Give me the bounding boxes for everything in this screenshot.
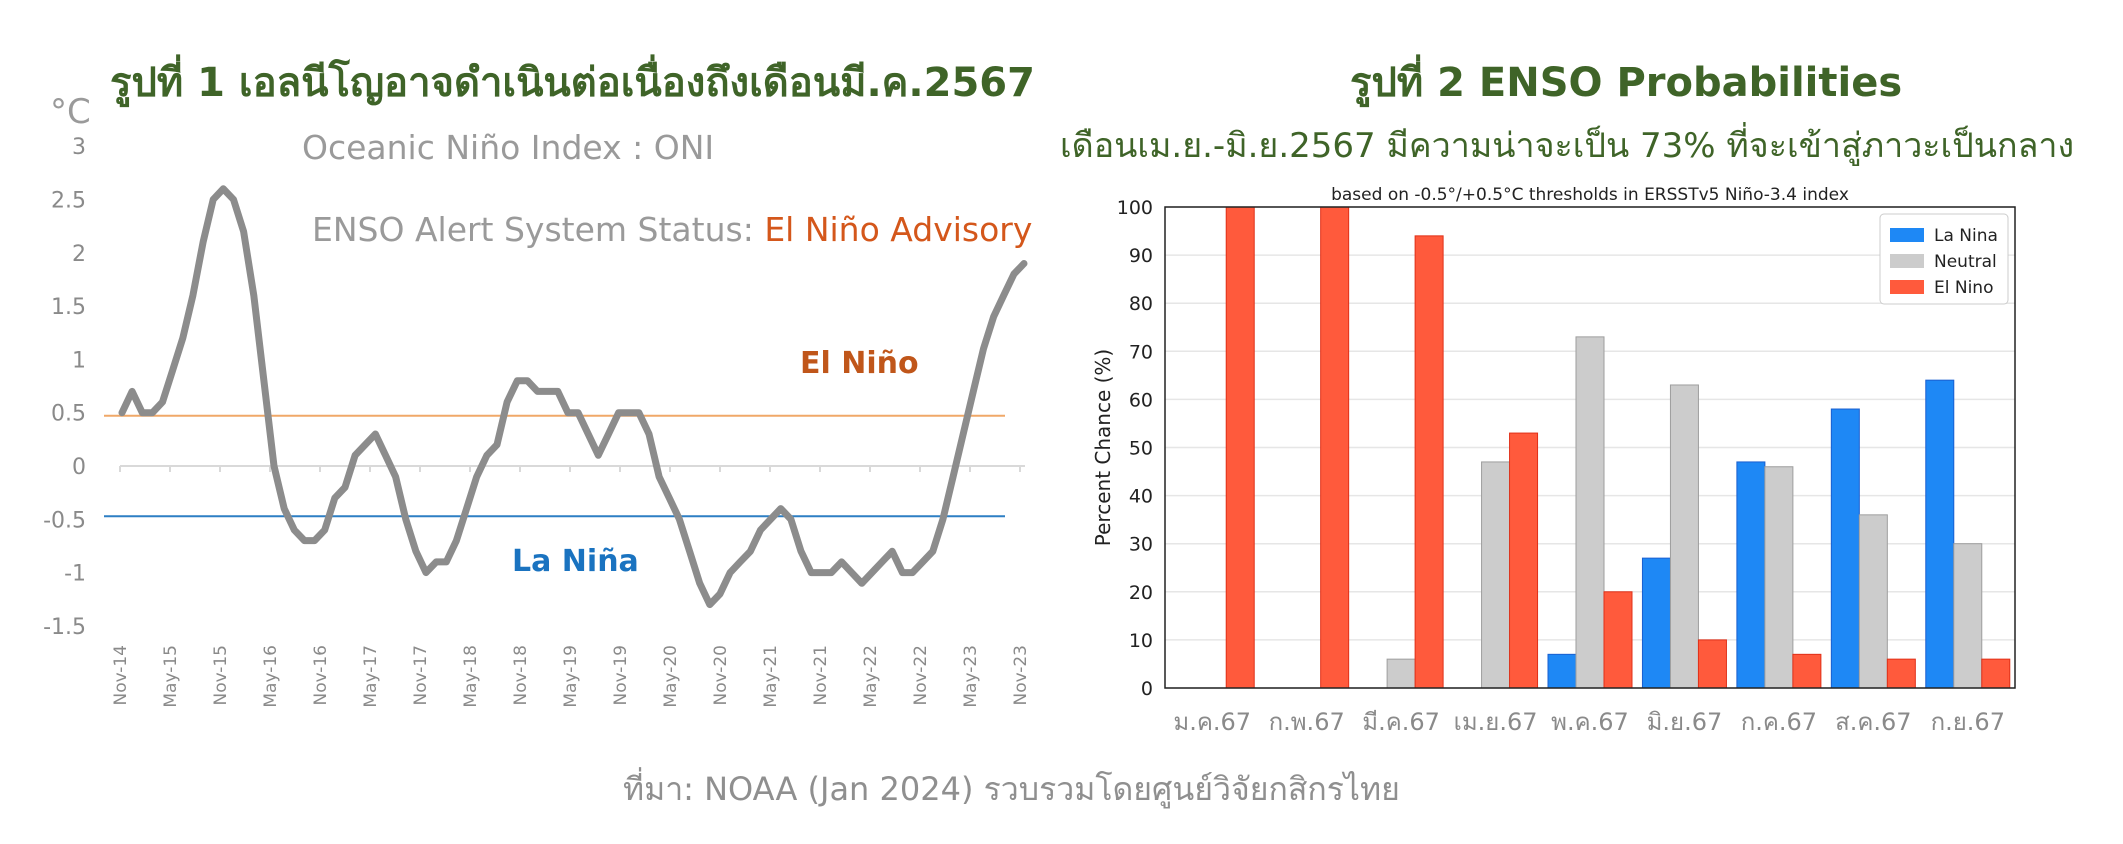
bar-el-nino: [1886, 658, 1916, 689]
x-category-label: ม.ค.67: [1173, 708, 1251, 736]
bar-neutral: [1481, 461, 1511, 689]
legend-swatch: [1890, 254, 1924, 268]
enso-status: ENSO Alert System Status: El Niño Adviso…: [312, 210, 1032, 249]
bar-la-nina: [1547, 653, 1577, 689]
x-category-label: มี.ค.67: [1362, 708, 1440, 736]
x-category-label: มิ.ย.67: [1647, 708, 1723, 736]
y-tick-label: 70: [1129, 341, 1153, 363]
x-category-label: ก.พ.67: [1269, 708, 1345, 736]
y-tick-label: 2: [72, 242, 86, 267]
y-axis-label: Percent Chance (%): [1091, 349, 1115, 546]
bar-el-nino: [1414, 235, 1444, 689]
x-tick-label: Nov-19: [611, 645, 631, 706]
x-tick-label: May-19: [561, 645, 581, 708]
x-tick-label: May-16: [261, 645, 281, 708]
y-tick-label: -1: [64, 562, 86, 587]
y-tick-label: 100: [1117, 197, 1153, 219]
bar-el-nino: [1320, 206, 1350, 689]
x-tick-label: Nov-23: [1011, 645, 1031, 706]
bar-el-nino: [1792, 653, 1822, 689]
y-tick-label: 40: [1129, 486, 1153, 508]
y-tick-label: 0: [72, 455, 86, 480]
y-tick-label: 0.5: [51, 402, 86, 427]
legend-swatch: [1890, 228, 1924, 242]
y-tick-label: -0.5: [43, 508, 86, 533]
x-tick-label: Nov-22: [911, 645, 931, 706]
x-tick-label: Nov-17: [411, 645, 431, 706]
y-tick-label: 50: [1129, 438, 1153, 460]
left-chart-title: รูปที่ 1 เอลนีโญอาจดำเนินต่อเนื่องถึงเดื…: [110, 60, 1035, 106]
enso-status-label: ENSO Alert System Status:: [312, 210, 765, 249]
bar-la-nina: [1736, 461, 1766, 689]
y-tick-label: 30: [1129, 534, 1153, 556]
bar-el-nino: [1603, 591, 1633, 689]
right-chart-title: รูปที่ 2 ENSO Probabilities: [1350, 60, 1903, 106]
x-tick-label: May-22: [861, 645, 881, 708]
bar-la-nina: [1830, 408, 1860, 689]
enso-status-value: El Niño Advisory: [764, 210, 1033, 249]
bar-la-nina: [1925, 379, 1955, 689]
x-tick-label: Nov-14: [111, 645, 131, 706]
la-nina-label: La Niña: [512, 544, 639, 579]
x-tick-label: Nov-21: [811, 645, 831, 706]
prob-chart-title: based on -0.5°/+0.5°C thresholds in ERSS…: [1331, 185, 1849, 205]
plot-frame: [1164, 206, 2016, 689]
bar-neutral: [1764, 466, 1794, 689]
x-category-label: ส.ค.67: [1835, 708, 1912, 736]
y-tick-label: 20: [1129, 582, 1153, 604]
legend-label: La Nina: [1934, 226, 1998, 246]
x-tick-label: Nov-15: [211, 645, 231, 706]
x-category-label: ก.ย.67: [1931, 708, 2005, 736]
y-tick-label: 1: [72, 348, 86, 373]
oni-series-line: [118, 185, 1028, 609]
legend-swatch: [1890, 280, 1924, 294]
x-tick-label: May-20: [661, 645, 681, 708]
x-tick-label: May-17: [361, 645, 381, 708]
bar-la-nina: [1641, 557, 1671, 689]
y-tick-label: 60: [1129, 389, 1153, 411]
legend-label: Neutral: [1934, 252, 1997, 272]
bar-el-nino: [1509, 432, 1539, 689]
y-tick-label: 0: [1141, 678, 1153, 700]
bar-neutral: [1953, 543, 1983, 689]
bar-neutral: [1386, 658, 1416, 689]
bar-el-nino: [1225, 206, 1255, 689]
y-tick-label: 2.5: [51, 189, 86, 214]
x-tick-label: May-23: [961, 645, 981, 708]
x-category-label: ก.ค.67: [1741, 708, 1817, 736]
x-tick-label: May-15: [161, 645, 181, 708]
y-tick-label: 80: [1129, 293, 1153, 315]
y-tick-label: 90: [1129, 245, 1153, 267]
oni-label: Oceanic Niño Index : ONI: [302, 128, 715, 167]
bar-neutral: [1575, 336, 1605, 689]
right-chart-subtitle: เดือนเม.ย.-มิ.ย.2567 มีความน่าจะเป็น 73%…: [1060, 126, 2075, 166]
x-tick-label: Nov-18: [511, 645, 531, 706]
y-tick-label: 3: [72, 135, 86, 160]
y-tick-label: 1.5: [51, 295, 86, 320]
source-note: ที่มา: NOAA (Jan 2024) รวบรวมโดยศูนย์วิจ…: [623, 770, 1400, 808]
bar-el-nino: [1981, 658, 2011, 689]
x-tick-label: Nov-16: [311, 645, 331, 706]
x-tick-label: May-21: [761, 645, 781, 708]
x-tick-label: May-18: [461, 645, 481, 708]
legend-label: El Nino: [1934, 278, 1993, 298]
x-category-label: เม.ย.67: [1454, 708, 1538, 736]
y-tick-label: -1.5: [43, 615, 86, 640]
bar-el-nino: [1697, 639, 1727, 689]
x-category-label: พ.ค.67: [1551, 708, 1629, 736]
unit-label: °C: [50, 92, 91, 132]
el-nino-label: El Niño: [800, 346, 919, 381]
y-tick-label: 10: [1129, 630, 1153, 652]
bar-neutral: [1858, 514, 1888, 689]
x-tick-label: Nov-20: [711, 645, 731, 706]
bar-neutral: [1669, 384, 1699, 689]
